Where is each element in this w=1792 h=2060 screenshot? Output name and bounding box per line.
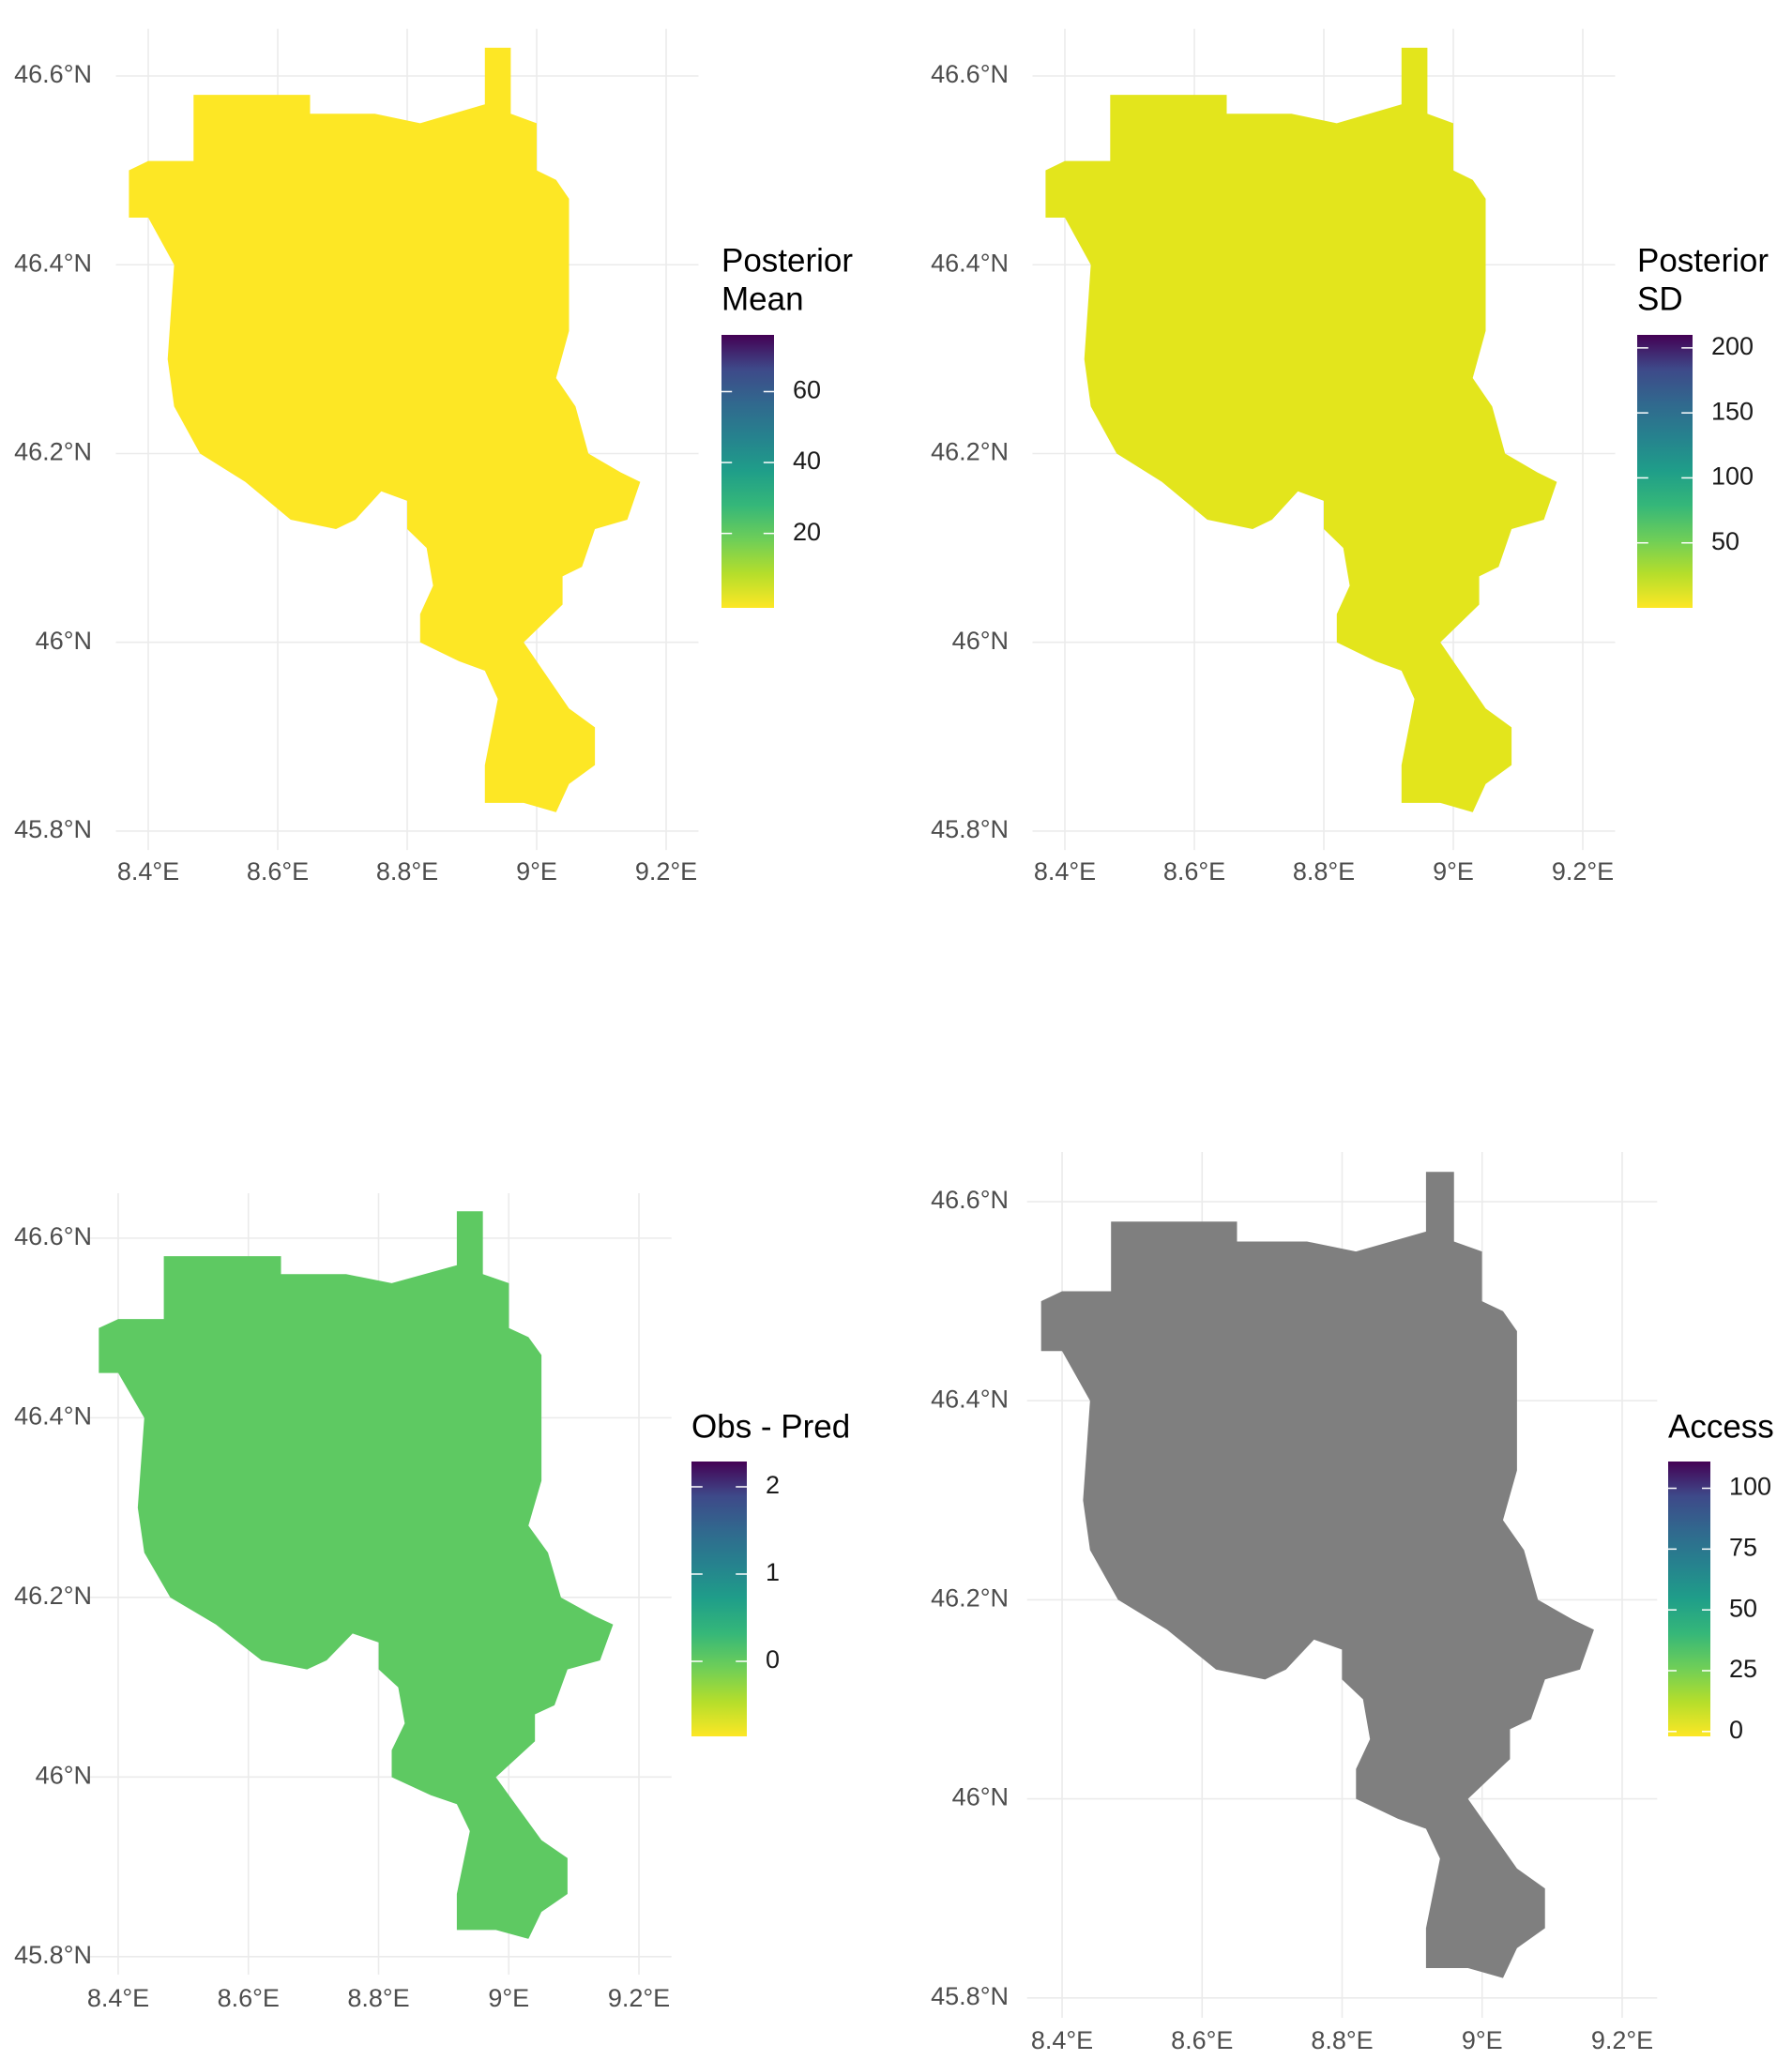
x-tick-label: 9°E: [516, 857, 557, 886]
colorbar-label: 50: [1729, 1594, 1757, 1622]
x-tick-label: 8.6°E: [1171, 2026, 1233, 2054]
x-tick-label: 8.8°E: [1311, 2026, 1373, 2054]
colorbar-label: 0: [1729, 1716, 1743, 1744]
x-tick-label: 9.2°E: [608, 1984, 670, 2012]
x-tick-label: 9°E: [1462, 2026, 1503, 2054]
x-tick-label: 8.6°E: [1163, 857, 1225, 886]
legend-title: Obs - Pred: [691, 1408, 850, 1445]
y-tick-label: 46.6°N: [14, 60, 92, 88]
colorbar: [1668, 1462, 1710, 1736]
y-tick-label: 46.4°N: [14, 249, 92, 277]
x-tick-label: 8.6°E: [218, 1984, 280, 2012]
legend-title: Mean: [721, 280, 804, 317]
colorbar-label: 0: [766, 1645, 780, 1674]
colorbar-label: 75: [1729, 1533, 1757, 1561]
x-tick-label: 8.6°E: [247, 857, 309, 886]
x-tick-label: 8.4°E: [1034, 857, 1096, 886]
y-tick-label: 46.2°N: [14, 438, 92, 466]
colorbar-label: 2: [766, 1471, 780, 1499]
y-tick-label: 46°N: [36, 1761, 92, 1789]
y-tick-label: 46.6°N: [931, 60, 1009, 88]
y-tick-label: 46°N: [952, 627, 1009, 655]
y-tick-label: 45.8°N: [931, 815, 1009, 843]
x-tick-label: 8.8°E: [347, 1984, 409, 2012]
x-tick-label: 9.2°E: [1591, 2026, 1653, 2054]
y-tick-label: 46.4°N: [14, 1401, 92, 1430]
colorbar-label: 1: [766, 1558, 780, 1586]
y-tick-label: 46°N: [36, 627, 92, 655]
colorbar-label: 60: [793, 376, 821, 404]
x-tick-label: 8.8°E: [376, 857, 438, 886]
legend-title: Access: [1668, 1408, 1774, 1445]
colorbar: [721, 335, 774, 608]
region: [1045, 47, 1557, 812]
y-tick-label: 46.4°N: [931, 249, 1009, 277]
x-tick-label: 9°E: [1433, 857, 1474, 886]
y-tick-label: 46°N: [952, 1783, 1009, 1811]
region: [99, 1211, 614, 1939]
region: [129, 47, 641, 812]
legend-title: Posterior: [1637, 242, 1769, 279]
x-tick-label: 8.4°E: [117, 857, 179, 886]
x-tick-label: 8.4°E: [87, 1984, 149, 2012]
y-tick-label: 46.2°N: [931, 438, 1009, 466]
map-panel: 8.4°E 8.6°E 8.8°E 9°E 9.2°E 45.8°N 46°N 46.2°N 4…: [931, 28, 1769, 886]
colorbar-label: 100: [1711, 462, 1754, 491]
y-tick-label: 45.8°N: [931, 1982, 1009, 2010]
y-tick-label: 46.4°N: [931, 1385, 1009, 1413]
legend-title: Posterior: [721, 242, 853, 279]
colorbar-label: 150: [1711, 397, 1754, 425]
map-panel: 8.4°E 8.6°E 8.8°E 9°E 9.2°E 45.8°N 46°N 46.2°N 4…: [931, 1152, 1774, 2054]
x-tick-label: 9.2°E: [635, 857, 697, 886]
x-tick-label: 9.2°E: [1552, 857, 1614, 886]
x-tick-label: 8.4°E: [1031, 2026, 1093, 2054]
x-tick-label: 8.8°E: [1293, 857, 1355, 886]
x-tick-label: 9°E: [488, 1984, 529, 2012]
colorbar-label: 20: [793, 518, 821, 546]
legend-title: SD: [1637, 280, 1683, 317]
y-tick-label: 45.8°N: [14, 1941, 92, 1969]
colorbar: [691, 1462, 747, 1736]
y-tick-label: 46.2°N: [931, 1584, 1009, 1613]
y-tick-label: 46.6°N: [931, 1186, 1009, 1214]
colorbar-label: 200: [1711, 332, 1754, 360]
y-tick-label: 46.2°N: [14, 1582, 92, 1610]
colorbar: [1637, 335, 1693, 608]
colorbar-label: 25: [1729, 1655, 1757, 1683]
y-tick-label: 46.6°N: [14, 1222, 92, 1250]
colorbar-label: 40: [793, 447, 821, 475]
y-tick-label: 45.8°N: [14, 815, 92, 843]
region: [1040, 1172, 1594, 1978]
colorbar-label: 100: [1729, 1473, 1771, 1501]
map-panel: 8.4°E 8.6°E 8.8°E 9°E 9.2°E 45.8°N 46°N 46.2°N 4…: [14, 28, 853, 886]
colorbar-label: 50: [1711, 527, 1739, 555]
map-panel: 8.4°E 8.6°E 8.8°E 9°E 9.2°E 45.8°N 46°N 46.2°N 4…: [14, 1193, 850, 2012]
